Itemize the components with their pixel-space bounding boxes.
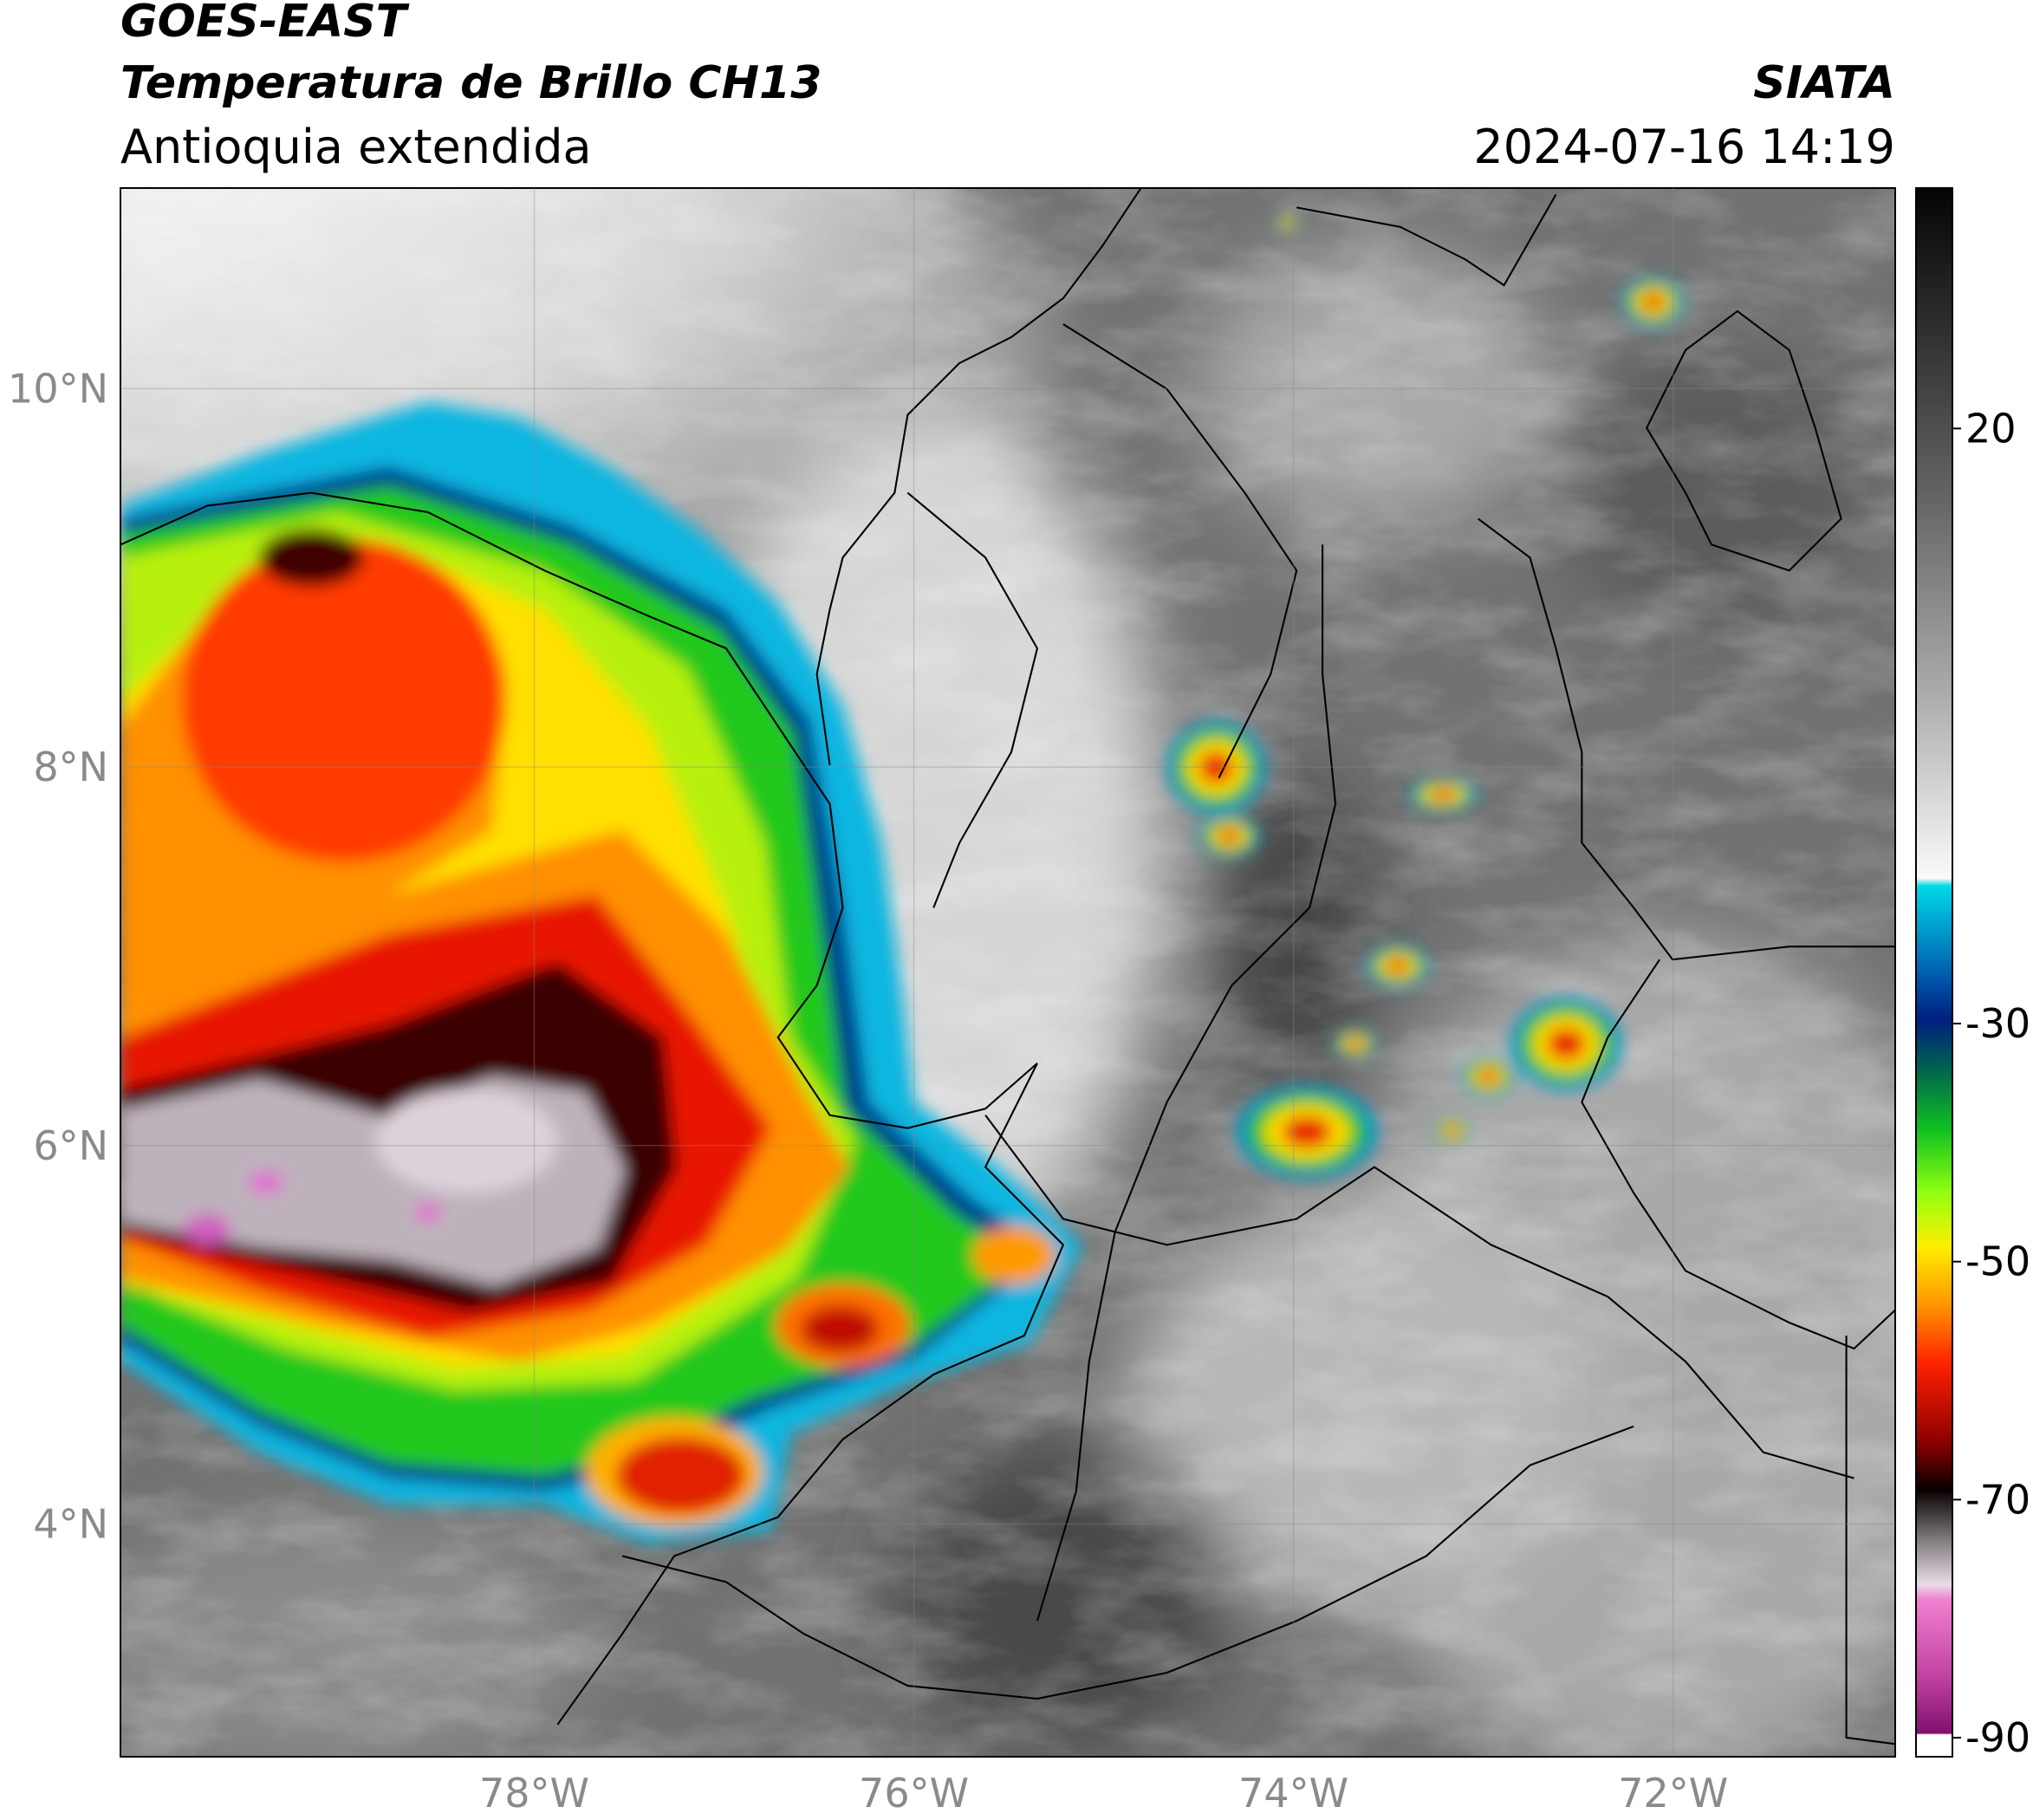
storm-cell [1431, 789, 1456, 802]
storm-cell [1198, 751, 1234, 784]
datetime: 2024-07-16 14:19 [1473, 120, 1895, 174]
storm-cell [1387, 958, 1409, 974]
axes: 78°W 76°W 74°W 72°W 4°N 6°N 8°N 10°N [8, 188, 1895, 1817]
y-tick-label: 10°N [8, 365, 108, 412]
y-tick-label: 6°N [33, 1122, 108, 1169]
colorbar-tick-label: -30 [1965, 1000, 2030, 1047]
colorbar-tick-label: -50 [1965, 1238, 2030, 1285]
colorbar-tick-label: 20 [1965, 405, 2017, 452]
storm-cell [1642, 293, 1665, 311]
subtitle: Temperatura de Brillo CH13 [120, 57, 822, 109]
y-tick-label: 8°N [33, 744, 108, 790]
storm-cell [1445, 1126, 1459, 1136]
x-tick-label: 78°W [479, 1770, 589, 1817]
y-tick-label: 4°N [33, 1500, 108, 1547]
colorbar-tick-label: -70 [1965, 1476, 2030, 1523]
storm-cell [1478, 1069, 1498, 1084]
title: GOES-EAST [120, 0, 410, 48]
source: SIATA [1753, 57, 1895, 109]
plot-frame [120, 187, 1896, 1758]
map [120, 188, 1895, 1757]
x-tick-label: 72°W [1618, 1770, 1728, 1817]
storm-cell [1283, 219, 1292, 227]
storm-cell [1282, 1115, 1333, 1149]
storm-cell [1218, 829, 1240, 844]
storm-cells [1166, 213, 1684, 1179]
storm-cell [1347, 1038, 1363, 1050]
x-tick-label: 76°W [859, 1770, 969, 1817]
storm-cell [1546, 1027, 1587, 1061]
x-tick-label: 74°W [1238, 1770, 1348, 1817]
colorbar-tick-label: -90 [1965, 1714, 2030, 1761]
region: Antioquia extendida [120, 120, 592, 174]
colorbar [1915, 187, 1953, 1758]
borders [120, 188, 1895, 1745]
imagery [120, 188, 1895, 1757]
